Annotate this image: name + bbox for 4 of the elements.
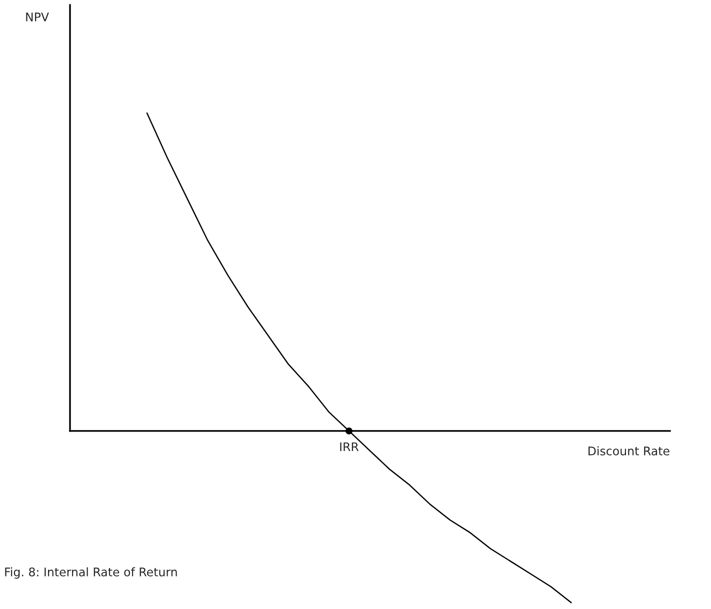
annotation: IRR [340, 442, 359, 452]
annotation: Fig. 8: Internal Rate of Return [5, 567, 177, 579]
x-axis-title: Discount Rate [588, 446, 670, 456]
text: NPV [26, 12, 49, 22]
